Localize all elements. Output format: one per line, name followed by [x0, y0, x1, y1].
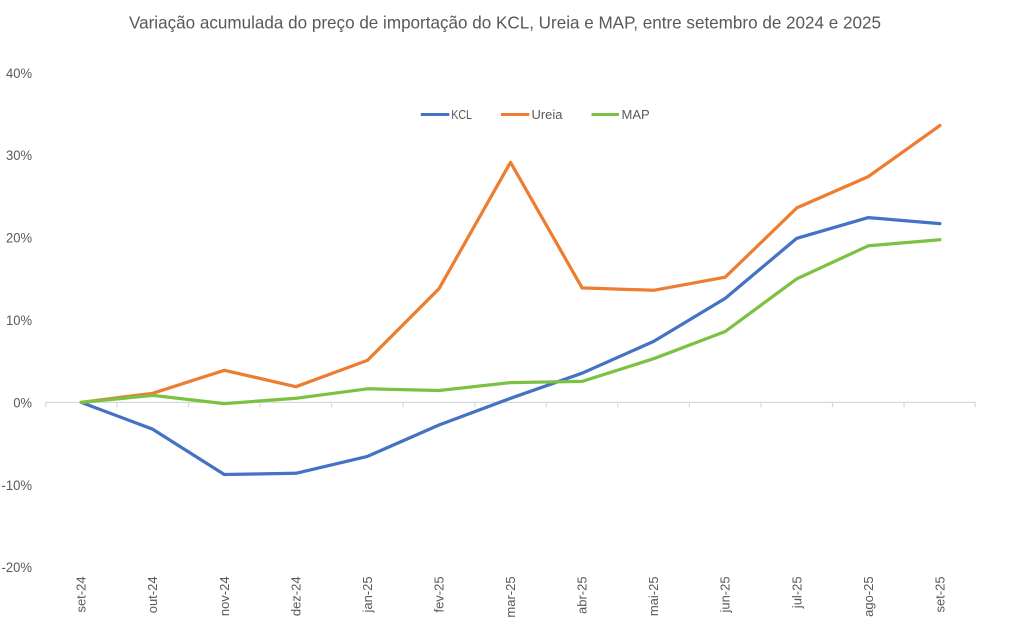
svg-text:40%: 40% [6, 65, 32, 81]
svg-text:abr-25: abr-25 [575, 576, 590, 614]
svg-text:Ureia: Ureia [532, 107, 564, 122]
svg-text:set-24: set-24 [74, 576, 89, 612]
svg-text:set-25: set-25 [932, 576, 947, 612]
svg-text:jul-25: jul-25 [789, 576, 804, 609]
svg-text:Variação acumulada do preço de: Variação acumulada do preço de importaçã… [129, 13, 881, 33]
svg-text:30%: 30% [6, 147, 32, 163]
svg-text:jan-25: jan-25 [360, 576, 375, 613]
svg-text:mar-25: mar-25 [503, 576, 518, 617]
svg-text:-10%: -10% [2, 477, 33, 493]
svg-text:KCL: KCL [451, 107, 472, 122]
svg-text:20%: 20% [6, 230, 32, 246]
svg-text:out-24: out-24 [145, 576, 160, 613]
svg-text:nov-24: nov-24 [217, 576, 232, 616]
svg-text:jun-25: jun-25 [718, 576, 733, 613]
svg-text:0%: 0% [13, 394, 32, 410]
svg-text:fev-25: fev-25 [432, 576, 447, 612]
svg-text:mai-25: mai-25 [646, 576, 661, 616]
svg-text:10%: 10% [6, 312, 32, 328]
svg-text:MAP: MAP [622, 107, 650, 122]
svg-text:ago-25: ago-25 [861, 576, 876, 616]
svg-text:dez-24: dez-24 [288, 576, 303, 616]
svg-text:-20%: -20% [2, 559, 33, 575]
